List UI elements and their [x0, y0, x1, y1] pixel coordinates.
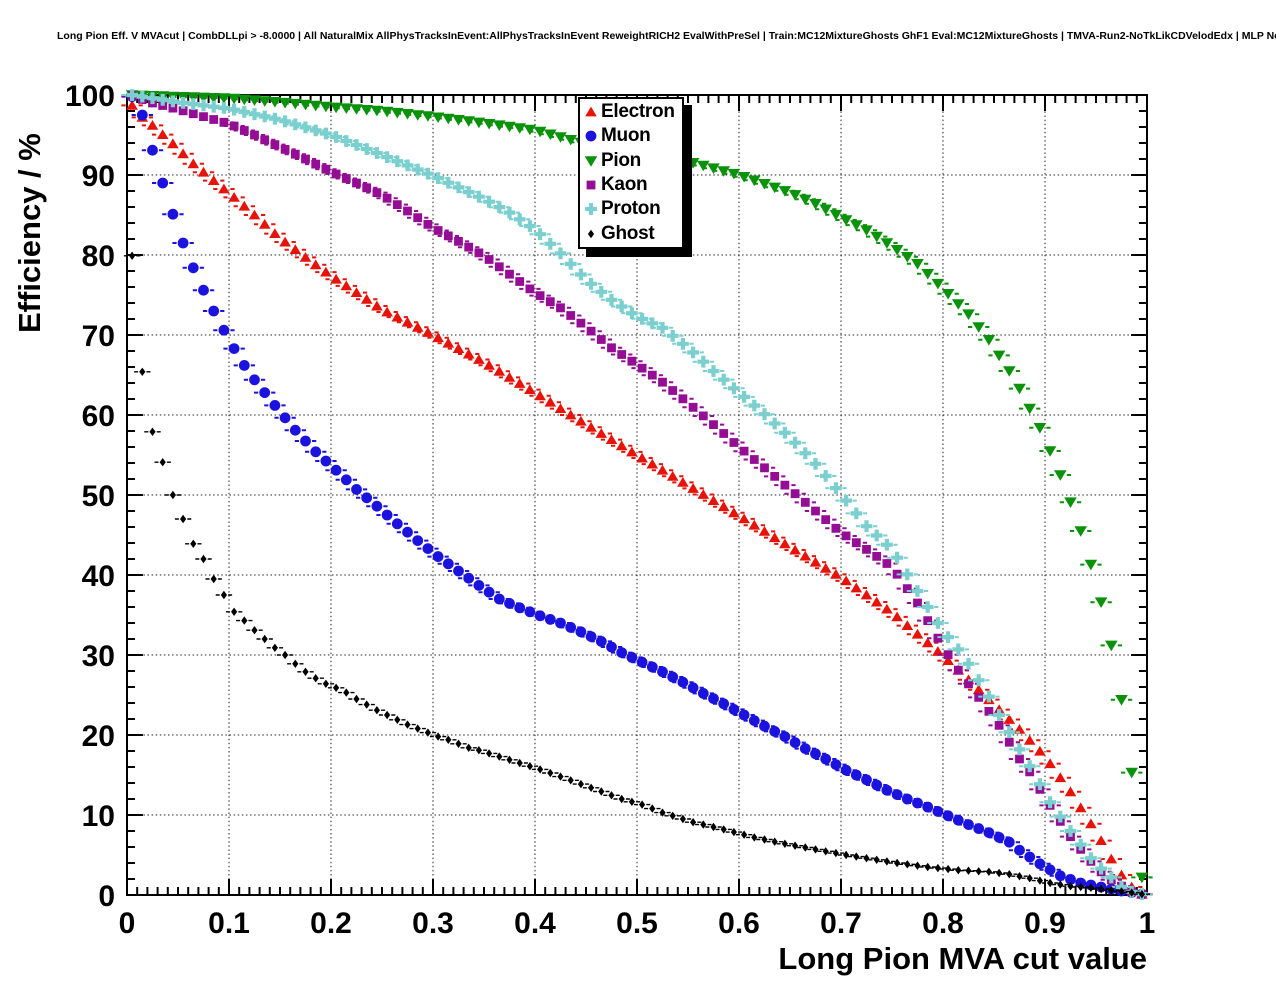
x-axis-tick-labels: 0 0.1 0.2 0.3 0.4 0.5 0.6 0.7 0.8 0.9 1	[119, 907, 1156, 940]
legend-label-kaon: Kaon	[601, 174, 648, 196]
y-axis-title: Efficiency / %	[12, 133, 47, 333]
svg-text:50: 50	[82, 480, 115, 513]
legend-label-pion: Pion	[601, 149, 641, 171]
svg-text:60: 60	[82, 400, 115, 433]
legend-entry-pion: Pion	[582, 149, 682, 173]
y-axis-tick-labels: 0 10 20 30 40 50 60 70 80 90 100	[65, 80, 115, 913]
svg-text:100: 100	[65, 80, 115, 113]
svg-text:0.7: 0.7	[820, 907, 862, 940]
svg-text:80: 80	[82, 240, 115, 273]
series-ghost	[123, 251, 1151, 899]
svg-text:1: 1	[1139, 907, 1156, 940]
diamond-icon	[587, 229, 595, 238]
svg-text:20: 20	[82, 720, 115, 753]
svg-text:40: 40	[82, 560, 115, 593]
legend-label-ghost: Ghost	[601, 222, 655, 244]
cross-icon	[585, 203, 597, 216]
circle-icon	[585, 131, 597, 142]
svg-text:10: 10	[82, 800, 115, 833]
legend-entry-proton: Proton	[582, 197, 682, 221]
svg-text:0.2: 0.2	[310, 907, 352, 940]
svg-text:0.5: 0.5	[616, 907, 658, 940]
legend-label-muon: Muon	[601, 125, 651, 147]
svg-text:0.8: 0.8	[922, 907, 964, 940]
series-proton	[121, 89, 1153, 901]
legend-entry-ghost: Ghost	[582, 222, 682, 246]
legend-label-proton: Proton	[601, 198, 661, 220]
triangle-down-icon	[584, 156, 598, 167]
svg-text:0.6: 0.6	[718, 907, 760, 940]
svg-text:0.3: 0.3	[412, 907, 454, 940]
plot-title: Long Pion Eff. V MVAcut | CombDLLpi > -8…	[57, 30, 1276, 42]
svg-text:0: 0	[98, 880, 115, 913]
legend-entry-muon: Muon	[582, 124, 682, 148]
svg-text:90: 90	[82, 160, 115, 193]
svg-text:0: 0	[119, 907, 136, 940]
legend-entry-electron: Electron	[582, 100, 682, 124]
svg-text:0.9: 0.9	[1024, 907, 1066, 940]
triangle-up-icon	[585, 106, 597, 117]
svg-text:0.1: 0.1	[208, 907, 250, 940]
svg-text:70: 70	[82, 320, 115, 353]
svg-text:0.4: 0.4	[514, 907, 556, 940]
legend-label-electron: Electron	[601, 101, 675, 123]
series-electron	[121, 100, 1153, 899]
square-icon	[586, 180, 596, 190]
svg-text:30: 30	[82, 640, 115, 673]
x-axis-title: Long Pion MVA cut value	[778, 941, 1147, 976]
legend-entry-kaon: Kaon	[582, 173, 682, 197]
legend: Electron Muon Pion Kaon Proton Ghost	[578, 97, 684, 249]
